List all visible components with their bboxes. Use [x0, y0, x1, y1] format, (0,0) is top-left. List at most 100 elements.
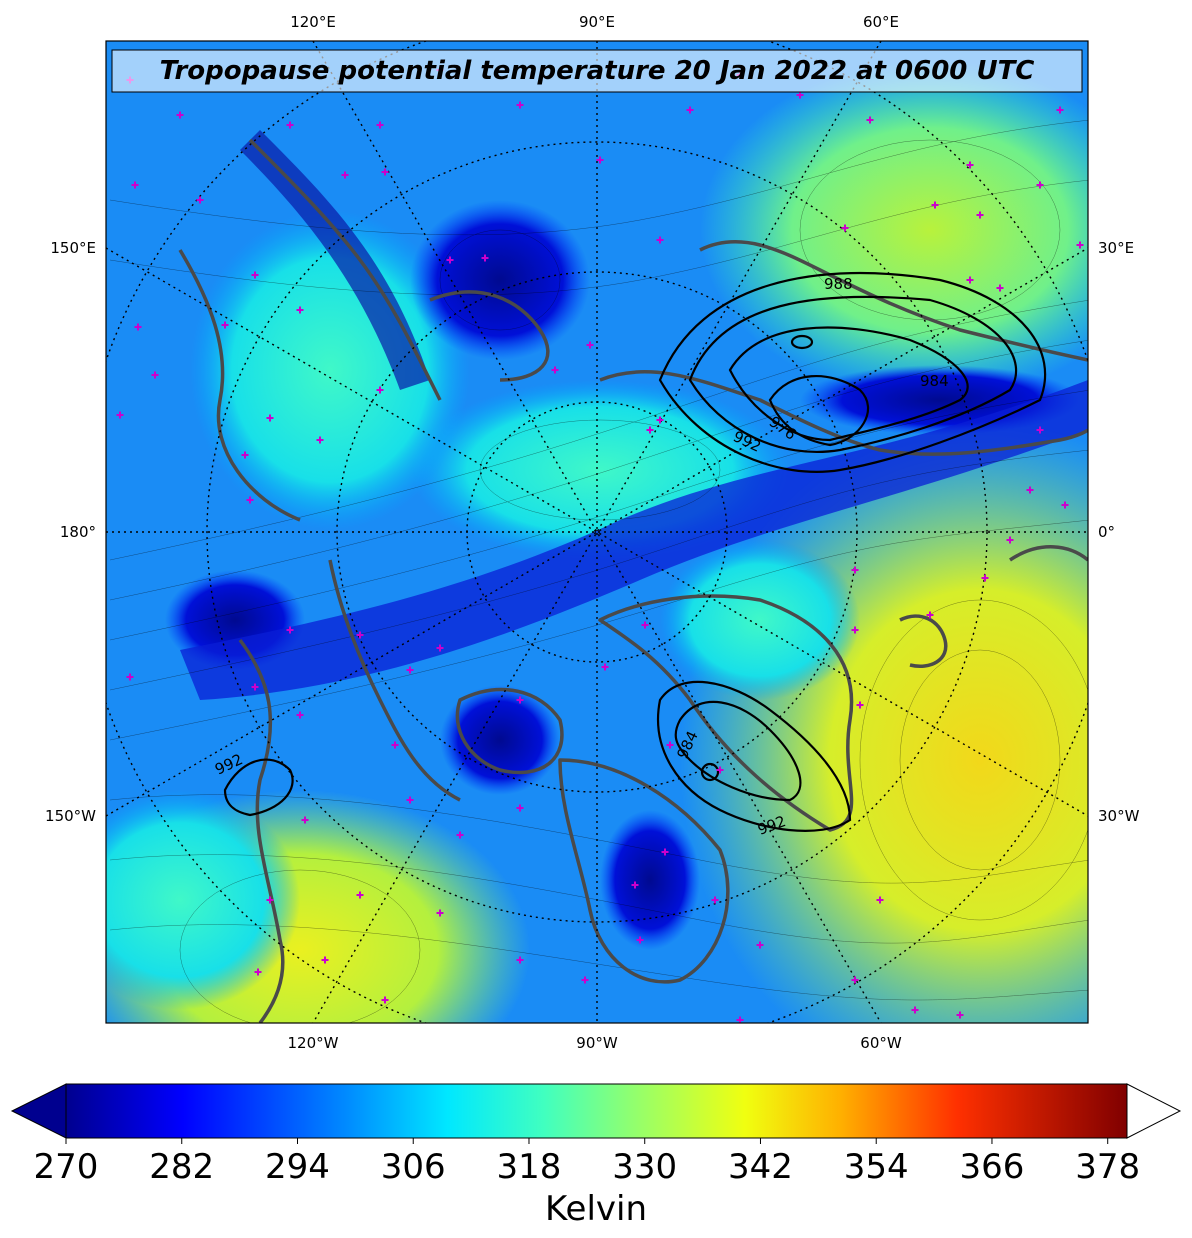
pressure-contours — [223, 271, 1047, 832]
station-marker — [1006, 536, 1014, 544]
station-marker — [736, 1016, 744, 1023]
station-marker — [296, 711, 304, 719]
lon-label-top-90e: 90°E — [579, 13, 615, 31]
station-marker — [641, 621, 649, 629]
station-marker — [711, 896, 719, 904]
station-marker — [316, 436, 324, 444]
station-marker — [601, 663, 609, 671]
map-frame — [105, 40, 1089, 1024]
contour-984-lower — [674, 700, 802, 802]
station-marker — [126, 673, 134, 681]
lon-label-top-60e: 60°E — [863, 13, 899, 31]
station-marker — [356, 891, 364, 899]
graticule — [106, 41, 1088, 1023]
station-marker — [296, 306, 304, 314]
field-cold-canada — [440, 685, 560, 795]
field-cyan-pacific — [106, 790, 300, 1010]
colorbar-extend-high — [1126, 1083, 1182, 1139]
station-marker — [286, 626, 294, 634]
station-marker — [966, 276, 974, 284]
station-marker — [656, 416, 664, 424]
station-marker — [436, 644, 444, 652]
station-marker — [976, 211, 984, 219]
map-panel: 988 984 976 992 984 992 992 — [106, 41, 1088, 1023]
station-marker — [406, 666, 414, 674]
isentrope-lines — [109, 119, 1088, 1023]
station-marker — [981, 574, 989, 582]
station-marker — [716, 766, 724, 774]
station-marker — [911, 1006, 919, 1014]
station-marker — [966, 161, 974, 169]
station-marker — [1036, 426, 1044, 434]
colorbar-tick-label: 366 — [960, 1147, 1025, 1187]
contour-992-lower — [657, 680, 852, 832]
station-marker — [241, 451, 249, 459]
station-marker — [851, 626, 859, 634]
station-marker — [1026, 486, 1034, 494]
station-marker — [996, 284, 1004, 292]
station-marker — [481, 254, 489, 262]
map-title: Tropopause potential temperature 20 Jan … — [160, 56, 1035, 86]
lon-label-right-30e: 30°E — [1098, 239, 1134, 257]
station-marker — [196, 196, 204, 204]
contour-976-upper — [768, 374, 870, 447]
colorbar-tick-label: 342 — [728, 1147, 793, 1187]
contour-center-lower — [700, 762, 720, 782]
colorbar-tick-label: 294 — [265, 1147, 330, 1187]
lon-label-left-150e: 150°E — [50, 239, 96, 257]
colorbar-tick-label: 282 — [149, 1147, 214, 1187]
contour-label-984-upper: 984 — [920, 372, 949, 390]
lon-label-bottom-60w: 60°W — [860, 1034, 902, 1052]
contour-992-pacific — [223, 758, 294, 817]
station-marker — [876, 896, 884, 904]
station-marker — [581, 976, 589, 984]
station-marker — [221, 321, 229, 329]
colorbar-bar — [65, 1083, 1128, 1139]
contour-label-988: 988 — [824, 275, 853, 293]
colorbar-tick-label: 318 — [497, 1147, 562, 1187]
lon-label-bottom-120w: 120°W — [288, 1034, 339, 1052]
lon-label-top-120e: 120°E — [290, 13, 336, 31]
station-marker — [646, 426, 654, 434]
greenland-coast — [598, 594, 854, 832]
britain-coast — [1009, 545, 1088, 562]
scandinavia-coast — [699, 240, 1088, 362]
station-marker — [381, 168, 389, 176]
station-marker — [301, 816, 309, 824]
station-marker — [866, 116, 874, 124]
colorbar-ticks: 270 282 294 306 318 330 342 354 366 378 — [34, 1138, 1140, 1187]
station-marker — [516, 696, 524, 704]
canada-arctic-coast — [328, 559, 461, 802]
station-marker — [841, 224, 849, 232]
station-marker — [756, 941, 764, 949]
station-marker — [956, 1011, 964, 1019]
station-marker — [381, 996, 389, 1004]
lon-label-bottom-90w: 90°W — [576, 1034, 618, 1052]
lon-label-left-150w: 150°W — [45, 807, 96, 825]
kamchatka-coast — [248, 138, 442, 401]
station-marker — [456, 831, 464, 839]
station-marker — [1056, 106, 1064, 114]
hudson-bay-coast — [558, 758, 730, 984]
field-cyan-greenland — [660, 540, 860, 700]
station-marker — [254, 968, 262, 976]
contour-988-upper — [688, 295, 1018, 453]
station-marker — [636, 936, 644, 944]
station-marker — [266, 896, 274, 904]
colorbar-tick-label: 330 — [612, 1147, 677, 1187]
station-marker — [116, 411, 124, 419]
alaska-coast — [238, 638, 285, 1023]
station-marker — [851, 976, 859, 984]
station-marker — [856, 701, 864, 709]
station-marker — [176, 111, 184, 119]
station-marker — [631, 881, 639, 889]
station-marker — [376, 121, 384, 129]
station-marker — [516, 804, 524, 812]
station-marker — [251, 683, 259, 691]
lon-label-left-180: 180° — [60, 523, 96, 541]
station-marker — [596, 156, 604, 164]
colorbar: 270 282 294 306 318 330 342 354 366 378 Kelvin — [10, 1083, 1182, 1229]
field-cold-center — [410, 200, 590, 360]
field-cyan-siberia — [190, 210, 470, 530]
